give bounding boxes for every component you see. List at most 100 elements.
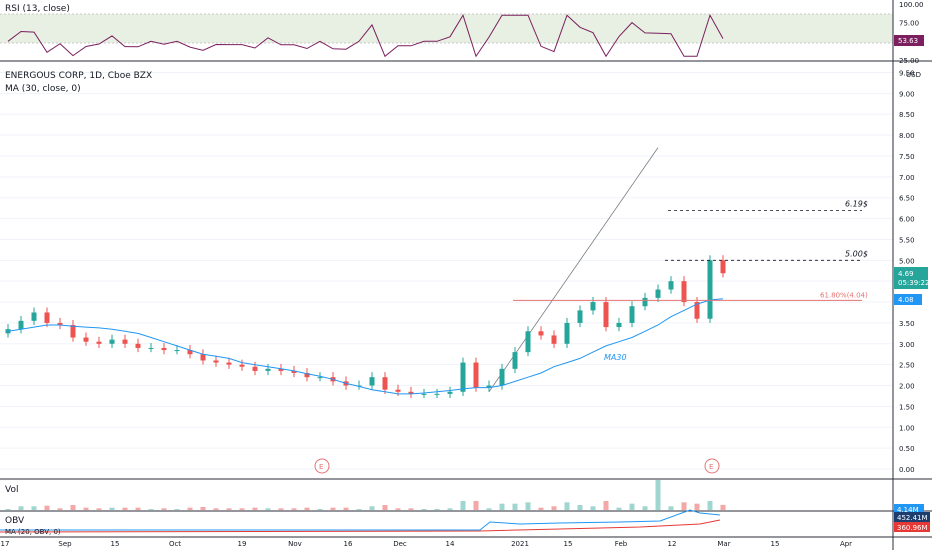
candle-body (512, 352, 518, 369)
svg-text:4.69: 4.69 (898, 270, 914, 278)
volume-bar (642, 506, 648, 510)
fib-level-label: 61.80%(4.04) (820, 291, 868, 299)
price-tick-label: 2.00 (899, 383, 915, 391)
volume-bar (577, 505, 583, 510)
candle-body (213, 360, 219, 363)
candle-body (707, 260, 713, 319)
candle-body (473, 362, 479, 388)
earnings-marker[interactable]: E (704, 458, 720, 474)
candle-body (369, 377, 375, 386)
trend-lines (488, 147, 659, 393)
volume-bar (213, 508, 219, 510)
volume-bar (590, 506, 596, 510)
candle-body (564, 322, 570, 344)
earnings-marker[interactable]: E (314, 458, 330, 474)
volume-bar (239, 508, 245, 510)
candle-body (538, 331, 544, 336)
volume-bar (486, 508, 492, 510)
symbol-title: ENERGOUS CORP, 1D, Cboe BZX (5, 71, 152, 81)
obv-ma-line (0, 519, 721, 533)
candle-body (408, 391, 414, 394)
price-tick-label: 1.50 (899, 403, 915, 411)
candle-body (499, 368, 505, 386)
price-tick-label: 8.00 (899, 132, 915, 140)
candle-body (382, 377, 388, 390)
volume-bar (525, 502, 531, 510)
volume-bar (538, 507, 544, 510)
rsi-tick-label: 100.00 (899, 1, 924, 9)
volume-bar (343, 507, 349, 510)
price-tick-label: 9.50 (899, 70, 915, 78)
candle-body (395, 389, 401, 392)
ma-legend: MA (30, close, 0) (5, 84, 81, 94)
candle-body (655, 289, 661, 298)
price-tick-label: 7.00 (899, 174, 915, 182)
volume-bar (564, 502, 570, 510)
volume-bar (265, 508, 271, 510)
svg-text:E: E (319, 463, 323, 471)
time-tick-label: 16 (344, 540, 353, 548)
volume-bar (57, 508, 63, 510)
price-tick-label: 3.00 (899, 341, 915, 349)
candle-body (278, 368, 284, 371)
candle-body (629, 306, 635, 323)
obv-sublabel: MA (20, OBV, 0) (5, 528, 61, 536)
volume-bar (252, 507, 258, 510)
ma-value-badge: 4.08 (894, 294, 922, 305)
candle-body (135, 343, 141, 348)
price-tick-label: 0.50 (899, 445, 915, 453)
svg-text:4.14M: 4.14M (897, 506, 919, 514)
last-price-badge: 4.69 05:39:22 (894, 267, 929, 289)
volume-bar (629, 503, 635, 510)
obv-label: OBV (5, 516, 25, 526)
candle-body (551, 335, 557, 344)
time-tick-label: Mar (717, 540, 730, 548)
obv-ma-value-badge: 360.96M (894, 522, 930, 532)
volume-bar (18, 506, 24, 510)
candle-body (70, 325, 76, 338)
price-tick-label: 5.50 (899, 236, 915, 244)
candle-body (668, 281, 674, 290)
time-tick-label: 15 (111, 540, 120, 548)
svg-text:53.63: 53.63 (898, 37, 918, 45)
candle-body (96, 341, 102, 344)
volume-bar (603, 501, 609, 510)
candle-body (317, 377, 323, 379)
time-tick-label: Apr (840, 540, 852, 548)
price-grid (0, 72, 893, 470)
candle-body (577, 310, 583, 323)
candle-body (681, 281, 687, 303)
candle-body (174, 350, 180, 352)
volume-bar (460, 501, 466, 510)
svg-text:E: E (709, 463, 713, 471)
volume-bar (291, 508, 297, 510)
volume-bar (96, 508, 102, 510)
time-tick-label: 14 (446, 540, 455, 548)
time-axis[interactable]: 17 Sep 15 Oct 19 Nov 16 Dec 14 2021 15 Feb 12 Mar 15 Ap… (1, 540, 853, 548)
candle-body (720, 260, 726, 274)
volume-bar (395, 508, 401, 510)
volume-bar (681, 502, 687, 510)
candle-body (18, 320, 24, 330)
volume-bar (109, 507, 115, 510)
volume-bar (512, 503, 518, 510)
price-tick-label: 2.50 (899, 362, 915, 370)
time-tick-label: Feb (615, 540, 628, 548)
candle-body (434, 393, 440, 395)
time-tick-label: 12 (668, 540, 677, 548)
volume-bar (122, 507, 128, 510)
price-axis[interactable]: 9.50 9.00 8.50 8.00 7.50 7.00 6.50 6.00 5.50 5.00… (899, 70, 915, 475)
level-label-mid: 5.00$ (845, 249, 868, 258)
candle-body (603, 302, 609, 328)
volume-bar (551, 506, 557, 510)
volume-bar (720, 504, 726, 510)
time-tick-label: 15 (564, 540, 573, 548)
volume-bar (278, 508, 284, 510)
volume-bar (31, 506, 37, 510)
candle-body (616, 322, 622, 328)
volume-bar (356, 509, 362, 510)
candle-body (460, 362, 466, 392)
candle-body (83, 337, 89, 342)
rsi-tick-label: 25.00 (899, 57, 919, 65)
